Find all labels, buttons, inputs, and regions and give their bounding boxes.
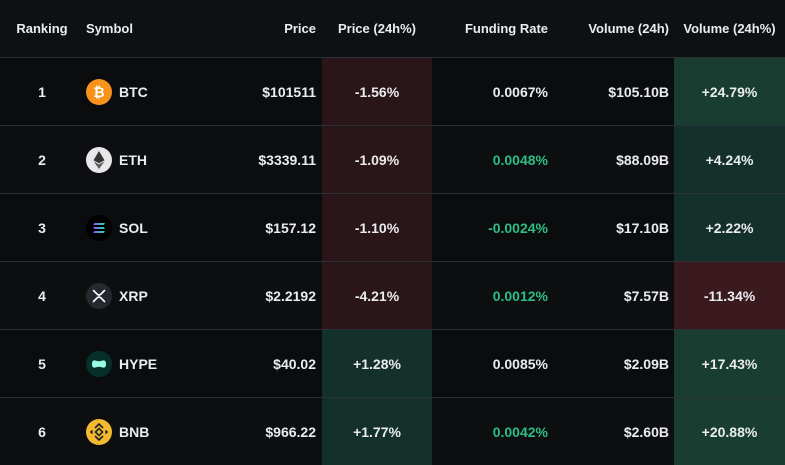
price-change-cell: -1.56% bbox=[322, 58, 432, 125]
symbol-cell[interactable]: ETH bbox=[84, 126, 234, 193]
volume-change-cell: +24.79% bbox=[674, 58, 785, 125]
header-volume-change[interactable]: Volume (24h%) bbox=[683, 21, 776, 36]
volume-cell: $2.60B bbox=[623, 423, 669, 440]
svg-text:₿: ₿ bbox=[93, 85, 104, 101]
table-row[interactable]: 3 SOL $157.12 -1.10% -0.0024% bbox=[0, 193, 785, 261]
table-row[interactable]: 2 ETH $3339.11 -1.09% 0.0048% $88.09B +4… bbox=[0, 125, 785, 193]
volume-cell: $17.10B bbox=[616, 219, 669, 236]
rank-cell: 2 bbox=[38, 151, 46, 168]
volume-change-cell: +4.24% bbox=[674, 126, 785, 193]
price-cell: $157.12 bbox=[265, 219, 316, 236]
price-cell: $2.2192 bbox=[265, 287, 316, 304]
table-header: Ranking Symbol Price Price (24h%) Fundin… bbox=[0, 0, 785, 57]
header-ranking[interactable]: Ranking bbox=[16, 21, 68, 36]
header-volume[interactable]: Volume (24h) bbox=[588, 21, 669, 36]
header-price[interactable]: Price bbox=[284, 21, 316, 36]
hype-icon bbox=[86, 350, 112, 377]
eth-icon bbox=[86, 146, 112, 173]
price-change-cell: +1.28% bbox=[322, 330, 432, 397]
price-change-cell: -1.10% bbox=[322, 194, 432, 261]
volume-cell: $2.09B bbox=[623, 355, 669, 372]
volume-cell: $105.10B bbox=[608, 83, 669, 100]
volume-cell: $7.57B bbox=[623, 287, 669, 304]
table-row[interactable]: 5 HYPE $40.02 +1.28% 0.0085% $2.09B +17.… bbox=[0, 329, 785, 397]
symbol-cell[interactable]: SOL bbox=[84, 194, 234, 261]
symbol-label: XRP bbox=[119, 287, 148, 304]
btc-icon: ₿ bbox=[86, 78, 112, 105]
symbol-cell[interactable]: BNB bbox=[84, 398, 234, 465]
funding-rate-cell: 0.0048% bbox=[492, 151, 548, 168]
price-change-cell: +1.77% bbox=[322, 398, 432, 465]
price-change-cell: -4.21% bbox=[322, 262, 432, 329]
price-cell: $40.02 bbox=[273, 355, 316, 372]
funding-rate-cell: 0.0085% bbox=[492, 355, 548, 372]
funding-rate-cell: 0.0067% bbox=[492, 83, 548, 100]
sol-icon bbox=[86, 214, 112, 241]
header-price-change[interactable]: Price (24h%) bbox=[337, 21, 417, 36]
symbol-cell[interactable]: XRP bbox=[84, 262, 234, 329]
bnb-icon bbox=[86, 418, 112, 445]
rank-cell: 1 bbox=[38, 83, 46, 100]
header-funding-rate[interactable]: Funding Rate bbox=[464, 21, 548, 36]
symbol-label: BTC bbox=[119, 83, 148, 100]
symbol-cell[interactable]: ₿ BTC bbox=[84, 58, 234, 125]
table-row[interactable]: 4 XRP $2.2192 -4.21% 0.0012% $7.57B -11.… bbox=[0, 261, 785, 329]
symbol-cell[interactable]: HYPE bbox=[84, 330, 234, 397]
funding-rate-cell: 0.0012% bbox=[492, 287, 548, 304]
rank-cell: 3 bbox=[38, 219, 46, 236]
funding-rate-cell: 0.0042% bbox=[492, 423, 548, 440]
symbol-label: SOL bbox=[119, 219, 148, 236]
table-row[interactable]: 6 BNB $966.22 +1.77% 0.0042% $2.60B +20.… bbox=[0, 397, 785, 465]
symbol-label: BNB bbox=[119, 423, 150, 440]
rank-cell: 4 bbox=[38, 287, 46, 304]
price-cell: $966.22 bbox=[265, 423, 316, 440]
volume-change-cell: +20.88% bbox=[674, 398, 785, 465]
rank-cell: 6 bbox=[38, 423, 46, 440]
rank-cell: 5 bbox=[38, 355, 46, 372]
price-cell: $3339.11 bbox=[258, 151, 316, 168]
volume-change-cell: +17.43% bbox=[674, 330, 785, 397]
table-row[interactable]: 1 ₿ BTC $101511 -1.56% 0.0067% $105.10B … bbox=[0, 57, 785, 125]
price-change-cell: -1.09% bbox=[322, 126, 432, 193]
volume-cell: $88.09B bbox=[616, 151, 669, 168]
xrp-icon bbox=[86, 282, 112, 309]
symbol-label: HYPE bbox=[119, 355, 158, 372]
symbol-label: ETH bbox=[119, 151, 147, 168]
header-symbol[interactable]: Symbol bbox=[86, 21, 133, 36]
price-cell: $101511 bbox=[262, 83, 316, 100]
volume-change-cell: -11.34% bbox=[674, 262, 785, 329]
funding-rate-cell: -0.0024% bbox=[488, 219, 548, 236]
volume-change-cell: +2.22% bbox=[674, 194, 785, 261]
